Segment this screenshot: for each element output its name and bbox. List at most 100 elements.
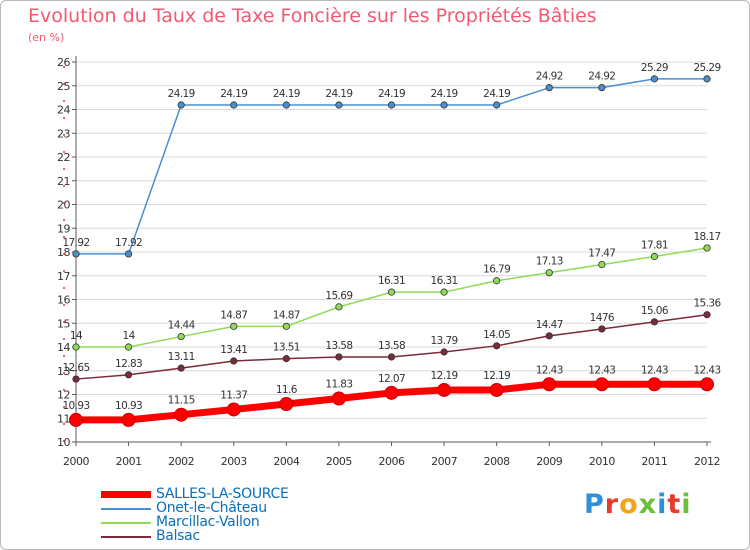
data-point bbox=[703, 244, 711, 252]
series-layer bbox=[69, 75, 714, 427]
data-label: 15.06 bbox=[641, 305, 669, 317]
x-tick-label: 2010 bbox=[589, 455, 615, 468]
data-label-layer: 17.92 17.92 24.19 24.19 24.19 24.19 24.19 24.19… bbox=[62, 62, 722, 412]
data-point bbox=[335, 101, 343, 109]
data-point bbox=[177, 364, 185, 372]
data-label: 14.44 bbox=[168, 320, 196, 332]
data-label: 18.17 bbox=[693, 231, 720, 243]
data-point bbox=[282, 355, 290, 363]
data-label: 12.65 bbox=[62, 362, 89, 374]
data-point bbox=[489, 382, 504, 397]
x-tick-label: 2012 bbox=[694, 455, 720, 468]
data-point bbox=[545, 269, 553, 277]
legend-label: Balsac bbox=[156, 528, 200, 544]
data-point bbox=[703, 311, 711, 319]
data-label: 14 bbox=[70, 330, 83, 342]
data-point bbox=[493, 277, 501, 285]
data-point bbox=[335, 303, 343, 311]
y-tick-label: 11 bbox=[57, 412, 70, 425]
y-tick-label: 15 bbox=[57, 317, 70, 330]
y-tick-label: 17 bbox=[57, 270, 70, 283]
logo-letter: r bbox=[604, 489, 620, 520]
data-label: 24.92 bbox=[588, 71, 615, 83]
y-tick-label: 10 bbox=[57, 436, 70, 449]
data-point bbox=[387, 288, 396, 296]
data-point bbox=[335, 353, 343, 361]
data-label: 17.92 bbox=[62, 237, 89, 249]
grid-layer bbox=[76, 61, 707, 419]
data-point bbox=[177, 101, 185, 109]
x-tick-label: 2004 bbox=[273, 455, 299, 468]
data-label: 16.31 bbox=[378, 275, 405, 287]
y-tick-label: 22 bbox=[57, 151, 70, 164]
data-point bbox=[545, 332, 553, 340]
data-point bbox=[230, 101, 238, 109]
x-tick-label: 2006 bbox=[379, 455, 405, 468]
unit-label: (en %) bbox=[28, 31, 65, 44]
data-label: 16.31 bbox=[431, 275, 458, 287]
data-label: 12.07 bbox=[378, 373, 405, 385]
chart-title: Evolution du Taux de Taxe Foncière sur l… bbox=[28, 5, 597, 27]
x-tick-label: 2001 bbox=[116, 455, 142, 468]
y-tick-label: 16 bbox=[57, 294, 70, 307]
logo-letter: o bbox=[619, 489, 639, 520]
logo-letter: x bbox=[638, 489, 658, 520]
y-tick-label: 23 bbox=[57, 127, 70, 140]
data-label: 13.79 bbox=[431, 335, 458, 347]
data-point bbox=[437, 382, 452, 397]
x-tick-label: 2003 bbox=[221, 455, 247, 468]
data-point bbox=[598, 260, 606, 269]
data-label: 17.13 bbox=[536, 256, 563, 268]
x-tick-label: 2007 bbox=[431, 455, 457, 468]
data-label: 15.69 bbox=[325, 290, 352, 302]
x-tick-label: 2009 bbox=[536, 455, 562, 468]
data-label: 24.19 bbox=[483, 88, 510, 100]
data-label: 15.36 bbox=[693, 298, 721, 310]
data-point bbox=[331, 391, 346, 406]
data-point bbox=[598, 84, 606, 92]
x-tick-label: 2011 bbox=[641, 455, 667, 468]
y-tick-label: 26 bbox=[57, 56, 70, 69]
data-label: 17.47 bbox=[588, 248, 615, 260]
y-tick-label: 12 bbox=[57, 389, 70, 402]
x-tick-label: 2002 bbox=[168, 455, 194, 468]
data-point bbox=[703, 75, 711, 83]
data-point bbox=[650, 252, 659, 261]
data-point bbox=[230, 357, 238, 365]
data-label: 12.43 bbox=[536, 364, 563, 376]
data-label: 14.87 bbox=[220, 309, 247, 321]
x-tick-label: 2000 bbox=[63, 455, 89, 468]
data-point bbox=[387, 101, 396, 109]
data-point bbox=[72, 375, 80, 383]
data-label: 24.92 bbox=[536, 71, 563, 83]
data-point bbox=[279, 397, 294, 411]
data-label: 24.19 bbox=[325, 88, 352, 100]
data-point bbox=[174, 407, 189, 422]
data-point bbox=[542, 377, 557, 392]
data-label: 24.19 bbox=[273, 88, 300, 100]
data-point bbox=[594, 377, 609, 392]
logo-letter: i bbox=[681, 489, 692, 520]
data-label: 13.58 bbox=[378, 340, 405, 352]
legend-swatch bbox=[101, 522, 151, 524]
data-label: 24.19 bbox=[378, 88, 405, 100]
series-line bbox=[75, 247, 708, 348]
data-label: 14 bbox=[122, 330, 135, 342]
data-label: 13.51 bbox=[273, 342, 300, 354]
data-point bbox=[230, 322, 238, 330]
legend-label: Marcillac-Vallon bbox=[156, 514, 260, 530]
data-label: 25.29 bbox=[641, 62, 668, 74]
y-tick-label: 14 bbox=[57, 341, 70, 354]
data-point bbox=[226, 402, 241, 417]
data-label: 11.15 bbox=[168, 395, 195, 407]
data-label: 11.83 bbox=[325, 379, 352, 391]
data-point bbox=[177, 332, 185, 341]
x-tick-label: 2005 bbox=[326, 455, 352, 468]
data-point bbox=[121, 412, 136, 427]
data-point bbox=[598, 325, 606, 333]
data-label: 12.43 bbox=[641, 364, 668, 376]
data-label: 17.81 bbox=[641, 240, 668, 252]
data-point bbox=[124, 343, 133, 351]
data-label: 24.19 bbox=[431, 88, 458, 100]
